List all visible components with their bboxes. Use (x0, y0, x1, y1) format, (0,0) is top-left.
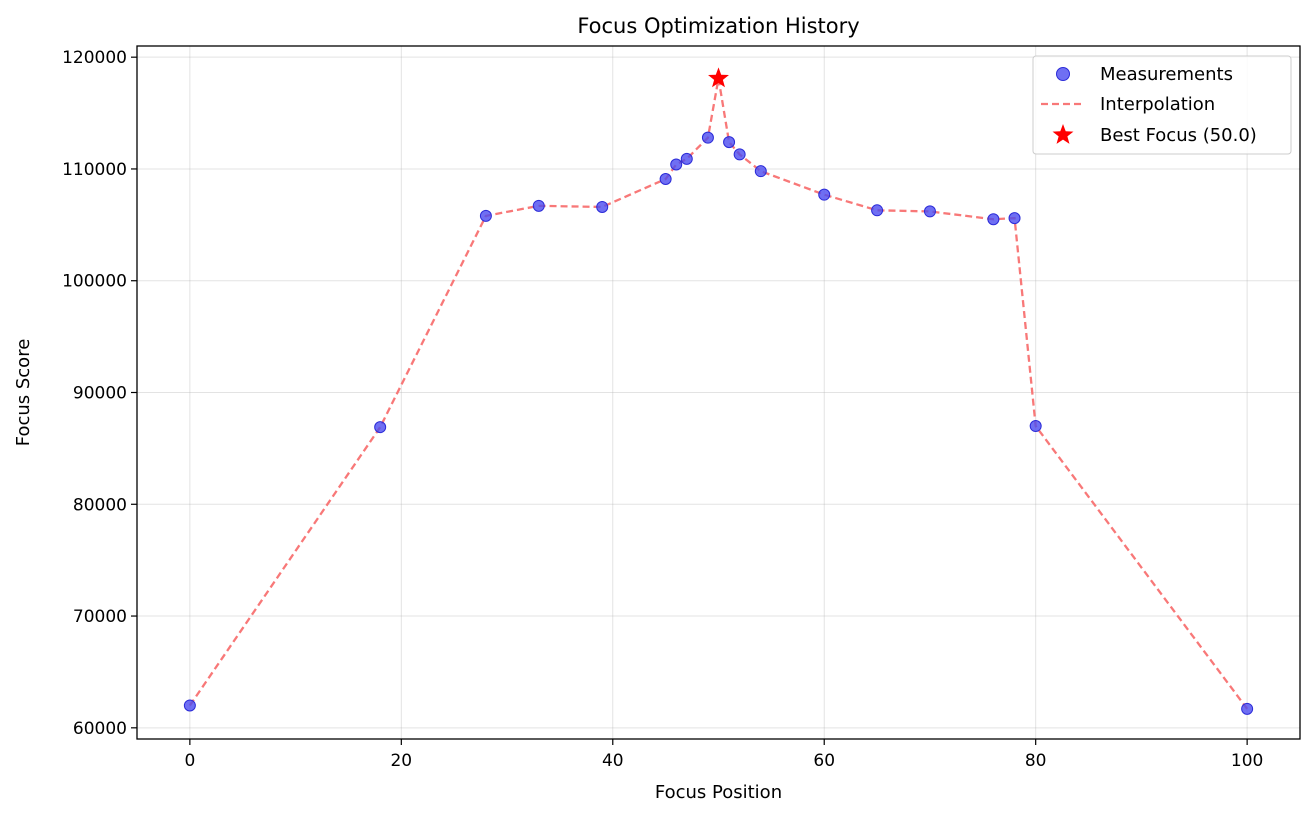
measurement-point (1008, 212, 1021, 225)
measurement-point (596, 200, 609, 213)
y-tick-label: 90000 (73, 384, 127, 404)
x-axis-ticks: 0 20 40 60 80 100 (184, 739, 1263, 771)
grid (137, 46, 1300, 739)
measurement-point (818, 188, 831, 201)
legend: Measurements Interpolation Best Focus (5… (1032, 55, 1292, 155)
y-axis-title: Focus Score (13, 339, 34, 447)
legend-label-interpolation: Interpolation (1100, 94, 1215, 115)
measurement-point (701, 131, 714, 144)
x-tick-label: 80 (1025, 751, 1047, 771)
measurement-point (987, 213, 1000, 226)
y-tick-label: 70000 (73, 607, 127, 627)
legend-measurements-marker (1056, 67, 1070, 81)
y-axis-ticks: 60000 70000 80000 90000 100000 110000 120000 (62, 48, 137, 739)
y-tick-label: 100000 (62, 272, 127, 292)
legend-label-measurements: Measurements (1100, 64, 1233, 85)
measurement-points (183, 131, 1254, 715)
x-tick-label: 40 (602, 751, 624, 771)
measurement-point (532, 199, 545, 212)
best-focus-layer (708, 67, 729, 88)
measurement-point (659, 173, 672, 186)
x-tick-label: 0 (184, 751, 195, 771)
x-axis-title: Focus Position (655, 782, 782, 803)
measurement-point (754, 165, 767, 178)
measurement-point (723, 136, 736, 149)
measurement-point (680, 152, 693, 165)
x-tick-label: 100 (1231, 751, 1263, 771)
chart-title: Focus Optimization History (577, 14, 859, 38)
legend-box (1032, 55, 1292, 155)
measurement-point (670, 158, 683, 171)
y-tick-label: 80000 (73, 495, 127, 515)
y-tick-label: 120000 (62, 48, 127, 68)
measurement-point (1241, 702, 1254, 715)
interpolation-layer (188, 78, 1249, 710)
measurement-point (374, 421, 387, 434)
measurement-point (1029, 420, 1042, 433)
measurement-point (733, 148, 746, 161)
legend-best-focus-marker (1052, 124, 1074, 144)
interpolation-line (188, 78, 1249, 710)
y-tick-label: 60000 (73, 719, 127, 739)
measurement-point (183, 699, 196, 712)
measurement-point (479, 209, 492, 222)
measurement-point (923, 205, 936, 218)
x-tick-label: 20 (390, 751, 412, 771)
y-tick-label: 110000 (62, 160, 127, 180)
x-tick-label: 60 (813, 751, 835, 771)
measurement-point (871, 204, 884, 217)
best-focus-star (708, 67, 729, 88)
legend-label-best-focus: Best Focus (50.0) (1100, 125, 1257, 146)
